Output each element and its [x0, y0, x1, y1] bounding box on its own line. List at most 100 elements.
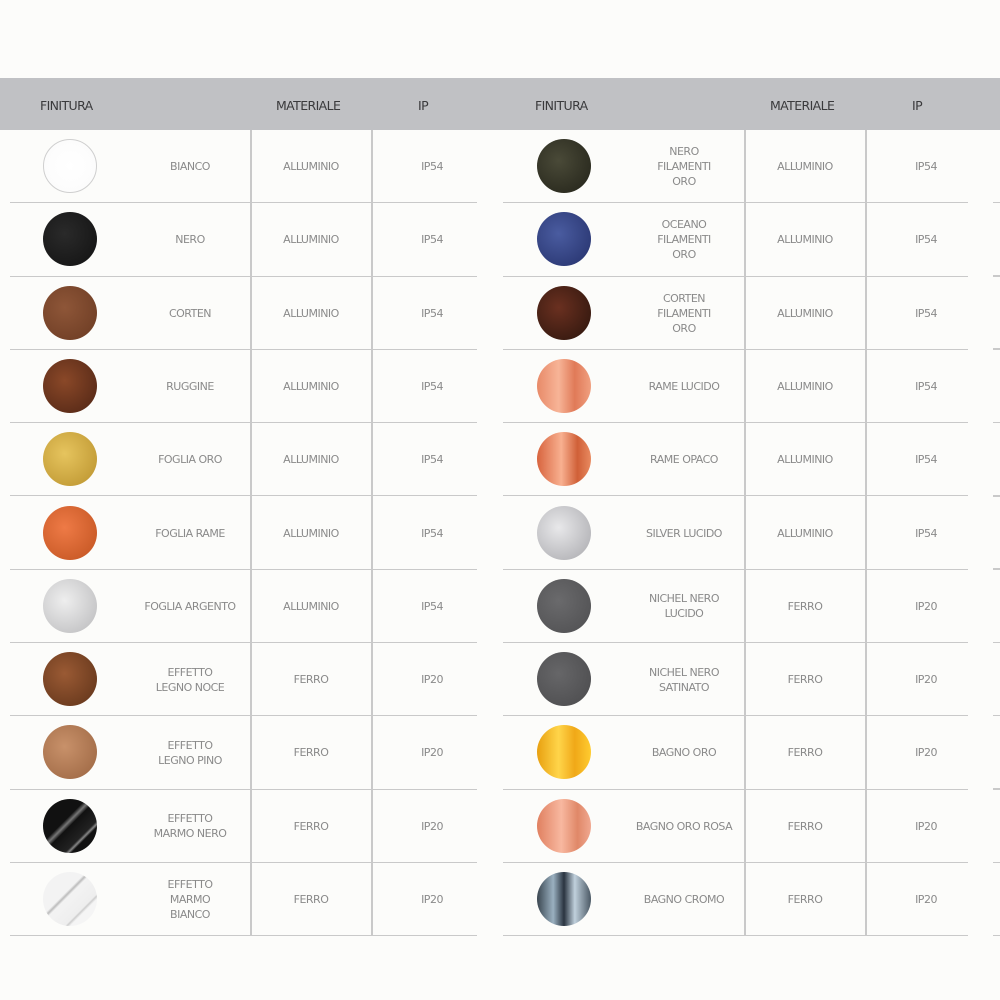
table-row: EFFETTO LEGNO NOCE FERRO IP20: [10, 643, 477, 717]
finish-swatch: [537, 285, 591, 340]
finish-swatch: [537, 505, 591, 560]
finish-name: CORTEN: [168, 306, 212, 320]
finish-name: CORTEN FILAMENTI ORO: [657, 291, 711, 335]
table-row: NERO FILAMENTI ORO ALLUMINIO IP54: [503, 130, 968, 204]
finish-swatch: [537, 798, 591, 853]
finish-name: EFFETTO LEGNO NOCE: [155, 665, 225, 694]
header-materiale: MATERIALE: [276, 98, 341, 113]
finish-name: NERO FILAMENTI ORO: [657, 145, 711, 188]
table-row: NERO ALLUMINIO IP54: [10, 203, 477, 277]
ip-cell: IP20: [421, 746, 443, 760]
ip-cell: IP20: [915, 673, 937, 687]
finish-name: BIANCO: [170, 160, 210, 173]
material-cell: ALLUMINIO: [283, 379, 339, 393]
material-cell: ALLUMINIO: [283, 160, 339, 173]
ip-cell: IP54: [915, 160, 937, 173]
finish-name: NERO: [175, 233, 205, 247]
ip-cell: IP54: [421, 453, 443, 467]
column-divider: [250, 130, 252, 936]
finish-name: EFFETTO MARMO BIANCO: [167, 878, 213, 921]
table-row: CORTEN ALLUMINIO IP54: [10, 277, 477, 350]
row-divider-stub: [993, 275, 1000, 277]
row-divider-stub: [993, 641, 1000, 644]
table-row: FOGLIA ORO ALLUMINIO IP54: [10, 423, 477, 497]
ip-cell: IP20: [915, 893, 937, 906]
material-cell: ALLUMINIO: [777, 160, 833, 173]
ip-cell: IP54: [915, 379, 937, 393]
finish-swatch: [43, 358, 97, 413]
table-row: RAME LUCIDO ALLUMINIO IP54: [503, 350, 968, 424]
ip-cell: IP54: [915, 453, 937, 467]
table-row: NICHEL NERO LUCIDO FERRO IP20: [503, 570, 968, 644]
table-row: OCEANO FILAMENTI ORO ALLUMINIO IP54: [503, 203, 968, 277]
material-cell: ALLUMINIO: [777, 379, 833, 393]
ip-cell: IP20: [915, 819, 937, 833]
material-cell: ALLUMINIO: [283, 599, 339, 613]
table-row: RUGGINE ALLUMINIO IP54: [10, 350, 477, 424]
material-cell: FERRO: [787, 746, 823, 760]
column-divider: [371, 130, 373, 936]
table-row: EFFETTO LEGNO PINO FERRO IP20: [10, 716, 477, 790]
material-cell: FERRO: [787, 673, 823, 687]
row-divider-stub: [993, 348, 1000, 350]
finish-name: SILVER LUCIDO: [646, 526, 722, 540]
material-cell: FERRO: [787, 819, 823, 833]
row-divider-stub: [993, 714, 1000, 717]
finish-swatch: [537, 212, 591, 267]
column-divider: [744, 130, 746, 936]
table-row: CORTEN FILAMENTI ORO ALLUMINIO IP54: [503, 277, 968, 350]
finish-swatch: [537, 578, 591, 633]
header-finitura: FINITURA: [40, 98, 93, 113]
row-divider-stub: [993, 788, 1000, 790]
finish-swatch: [537, 432, 591, 487]
column-divider: [865, 130, 867, 936]
table-row: EFFETTO MARMO NERO FERRO IP20: [10, 790, 477, 863]
row-divider-stub: [993, 495, 1000, 497]
header-materiale-right: MATERIALE: [770, 98, 835, 113]
finish-swatch: [537, 358, 591, 413]
finish-name: FOGLIA ORO: [158, 453, 222, 467]
finish-name: EFFETTO LEGNO PINO: [158, 738, 222, 767]
row-divider-stub: [993, 861, 1000, 863]
table-row: BAGNO ORO FERRO IP20: [503, 716, 968, 790]
finish-swatch: [537, 139, 591, 193]
ip-cell: IP54: [915, 306, 937, 320]
table-row: NICHEL NERO SATINATO FERRO IP20: [503, 643, 968, 717]
table-row: RAME OPACO ALLUMINIO IP54: [503, 423, 968, 497]
finish-name: NICHEL NERO SATINATO: [649, 665, 719, 694]
row-divider-stub: [993, 201, 1000, 204]
finish-swatch: [43, 725, 97, 780]
table-row: BAGNO ORO ROSA FERRO IP20: [503, 790, 968, 863]
finish-name: RAME LUCIDO: [648, 379, 720, 393]
finish-name: FOGLIA ARGENTO: [144, 599, 236, 613]
material-cell: FERRO: [787, 893, 823, 906]
table-row: EFFETTO MARMO BIANCO FERRO IP20: [10, 863, 477, 937]
header-ip-right: IP: [912, 98, 923, 113]
ip-cell: IP54: [421, 306, 443, 320]
header-ip: IP: [418, 98, 429, 113]
finish-name: OCEANO FILAMENTI ORO: [657, 218, 711, 262]
ip-cell: IP54: [915, 233, 937, 247]
row-divider-stub: [993, 568, 1000, 570]
material-cell: ALLUMINIO: [283, 306, 339, 320]
material-cell: ALLUMINIO: [777, 306, 833, 320]
ip-cell: IP54: [915, 526, 937, 540]
finish-name: BAGNO ORO ROSA: [635, 819, 733, 833]
finish-swatch: [43, 652, 97, 707]
table-row: BIANCO ALLUMINIO IP54: [10, 130, 477, 204]
finish-name: NICHEL NERO LUCIDO: [649, 592, 719, 621]
material-cell: ALLUMINIO: [777, 453, 833, 467]
material-cell: FERRO: [293, 893, 329, 906]
finish-swatch: [43, 505, 97, 560]
finish-swatch: [43, 578, 97, 633]
finish-swatch: [43, 285, 97, 340]
finish-swatch: [537, 652, 591, 707]
finish-name: RUGGINE: [166, 379, 214, 393]
material-cell: ALLUMINIO: [283, 526, 339, 540]
finish-swatch: [43, 139, 97, 193]
material-cell: FERRO: [293, 819, 329, 833]
finish-name: FOGLIA RAME: [155, 526, 225, 540]
finish-swatch: [43, 212, 97, 267]
ip-cell: IP54: [421, 160, 443, 173]
ip-cell: IP54: [421, 526, 443, 540]
